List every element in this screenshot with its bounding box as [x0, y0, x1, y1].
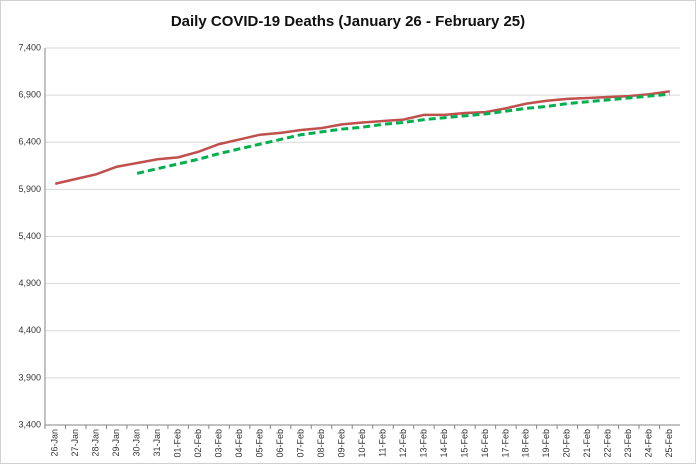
- y-tick-label: 4,400: [18, 325, 41, 335]
- y-tick-label: 7,400: [18, 42, 41, 52]
- x-tick-label: 09-Feb: [336, 429, 346, 458]
- chart-title: Daily COVID-19 Deaths (January 26 - Febr…: [171, 13, 525, 30]
- y-tick-label: 4,900: [18, 278, 41, 288]
- x-tick-label: 18-Feb: [521, 429, 531, 458]
- x-tick-label: 06-Feb: [275, 429, 285, 458]
- y-tick-label: 6,900: [18, 90, 41, 100]
- x-tick-label: 27-Jan: [70, 429, 80, 457]
- x-tick-label: 21-Feb: [582, 429, 592, 458]
- x-tick-label: 12-Feb: [398, 429, 408, 458]
- x-tick-label: 04-Feb: [234, 429, 244, 458]
- x-tick-label: 24-Feb: [644, 429, 654, 458]
- x-tick-label: 10-Feb: [357, 429, 367, 458]
- x-tick-label: 22-Feb: [603, 429, 613, 458]
- x-tick-label: 11-Feb: [377, 429, 387, 457]
- x-tick-label: 05-Feb: [254, 429, 264, 458]
- x-tick-label: 13-Feb: [418, 429, 428, 458]
- x-tick-label: 14-Feb: [439, 429, 449, 458]
- x-tick-label: 26-Jan: [50, 429, 60, 457]
- x-tick-label: 23-Feb: [623, 429, 633, 458]
- x-tick-label: 07-Feb: [295, 429, 305, 458]
- x-tick-label: 03-Feb: [213, 429, 223, 458]
- x-tick-label: 02-Feb: [193, 429, 203, 458]
- x-tick-label: 20-Feb: [562, 429, 572, 458]
- line-series: [136, 92, 670, 175]
- x-tick-label: 15-Feb: [459, 429, 469, 458]
- y-tick-label: 3,900: [18, 372, 41, 382]
- x-tick-label: 16-Feb: [480, 429, 490, 458]
- x-tick-label: 17-Feb: [500, 429, 510, 458]
- x-tick-label: 28-Jan: [91, 429, 101, 457]
- x-tick-label: 30-Jan: [132, 429, 142, 457]
- y-tick-label: 5,400: [18, 231, 41, 241]
- x-tick-label: 01-Feb: [173, 429, 183, 458]
- x-tick-label: 08-Feb: [316, 429, 326, 458]
- x-tick-label: 29-Jan: [111, 429, 121, 457]
- y-tick-label: 5,900: [18, 184, 41, 194]
- x-tick-label: 19-Feb: [541, 429, 551, 458]
- line-series: [54, 90, 670, 185]
- y-tick-label: 3,400: [18, 419, 41, 429]
- x-tick-label: 25-Feb: [664, 429, 674, 458]
- y-tick-label: 6,400: [18, 137, 41, 147]
- x-tick-label: 31-Jan: [152, 429, 162, 457]
